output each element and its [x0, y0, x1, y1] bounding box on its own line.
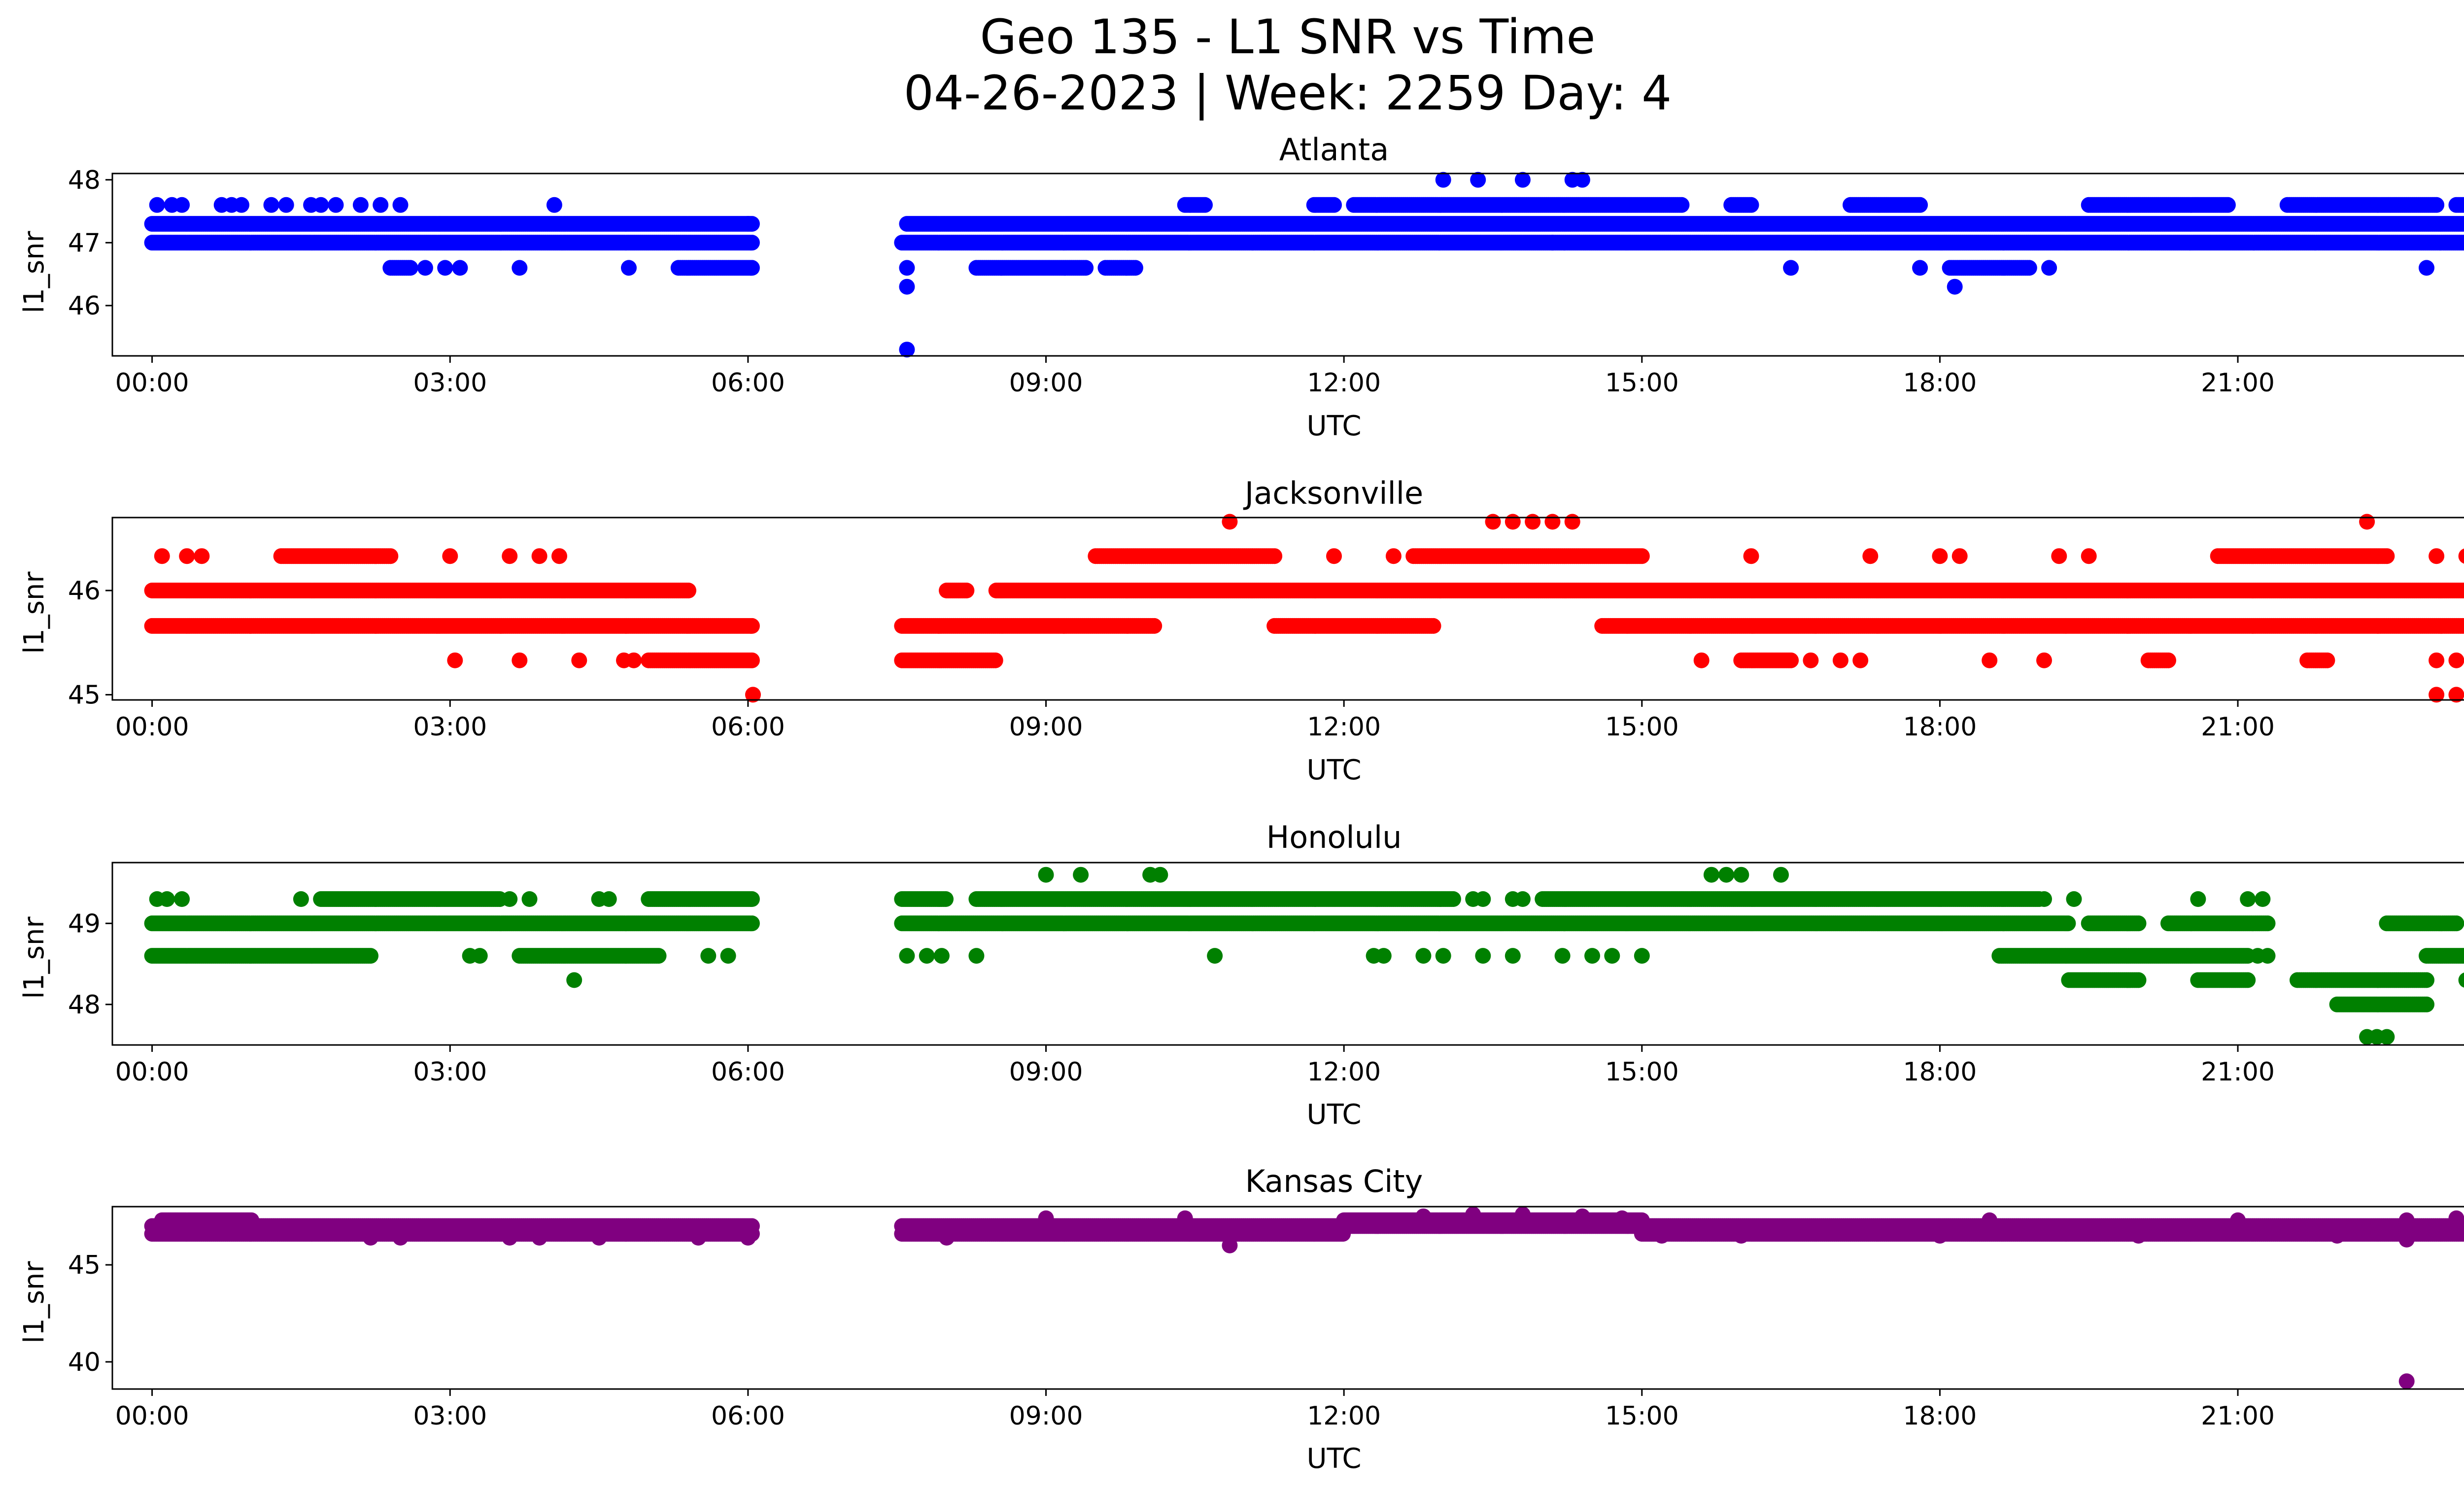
y-axis-label: l1_snr	[18, 231, 50, 313]
data-point	[417, 260, 433, 276]
subplot-atlanta: Atlanta 00:00 03:00 06:00 09:00 12:00 15:00 18…	[18, 132, 2464, 442]
data-point	[1470, 172, 1486, 188]
subplot-title: Atlanta	[1279, 132, 1389, 168]
x-tick-label: 03:00	[413, 368, 487, 398]
data-point	[512, 260, 528, 276]
data-points	[144, 172, 2464, 358]
data-point	[1912, 197, 1928, 213]
subplot-title: Jacksonville	[1243, 475, 1423, 511]
data-point	[402, 260, 418, 276]
y-tick-label: 48	[68, 166, 101, 195]
data-point	[2220, 197, 2236, 213]
data-point	[1197, 197, 1213, 213]
x-tick-label: 15:00	[1605, 368, 1679, 398]
data-point	[263, 197, 279, 213]
data-point	[2461, 237, 2464, 249]
data-point	[1425, 618, 1441, 634]
y-tick-label: 46	[68, 291, 101, 321]
data-point	[2462, 586, 2464, 595]
data-point	[744, 235, 760, 251]
data-point	[437, 260, 453, 276]
x-axis-label: UTC	[1306, 410, 1361, 442]
data-point	[1947, 278, 1963, 295]
data-point	[1435, 172, 1451, 188]
data-points	[144, 514, 2464, 703]
data-point	[1674, 197, 1690, 213]
data-point	[174, 197, 190, 213]
data-point	[2419, 260, 2434, 276]
data-point	[1574, 172, 1590, 188]
subplot-jacksonville: Jacksonville 00:00 03:00 06:00 09:00 12:00 15…	[18, 475, 2464, 786]
figure-title: Geo 135 - L1 SNR vs Time	[980, 9, 1596, 65]
data-point	[373, 197, 389, 213]
data-point	[621, 260, 637, 276]
data-point	[382, 548, 399, 564]
data-point	[2462, 219, 2464, 229]
x-tick-label: 21:00	[2201, 368, 2275, 398]
data-point	[452, 260, 468, 276]
data-point	[1783, 260, 1799, 276]
plot-area: 00:00 03:00 06:00 09:00 12:00 15:00 18:00 21:00…	[68, 514, 2464, 742]
data-point	[2021, 260, 2037, 276]
data-point	[1912, 260, 1928, 276]
data-point	[2460, 217, 2464, 231]
data-point	[1146, 618, 1163, 634]
axes-frame	[111, 173, 2464, 357]
x-tick-label: 18:00	[1903, 368, 1977, 398]
data-point	[958, 583, 975, 598]
data-point	[2462, 621, 2464, 631]
data-point	[2462, 200, 2464, 210]
data-point	[2460, 198, 2464, 212]
data-point	[546, 197, 562, 213]
data-point	[392, 197, 409, 213]
data-point	[149, 197, 165, 213]
data-point	[2041, 260, 2057, 276]
x-tick-label: 00:00	[115, 368, 189, 398]
data-point	[328, 197, 344, 213]
x-tick-label: 12:00	[1307, 368, 1381, 398]
data-point	[1544, 235, 1561, 251]
plot-area: 00:00 03:00 06:00 09:00 12:00 15:00 18:00 21:00…	[68, 166, 2464, 398]
data-point	[2460, 619, 2464, 633]
data-point	[744, 618, 760, 634]
figure-subtitle: 04-26-2023 | Week: 2259 Day: 4	[904, 66, 1672, 121]
data-point	[740, 216, 756, 232]
data-point	[313, 197, 329, 213]
x-tick-label: 09:00	[1009, 368, 1083, 398]
data-point	[1743, 197, 1759, 213]
data-point	[278, 197, 294, 213]
data-point	[352, 197, 369, 213]
data-point	[744, 260, 760, 276]
data-point	[234, 197, 249, 213]
data-point	[899, 342, 915, 358]
y-tick-label: 47	[68, 228, 101, 258]
data-point	[1514, 172, 1531, 188]
x-tick-label: 06:00	[711, 368, 785, 398]
data-point	[681, 583, 696, 598]
data-point	[2429, 197, 2445, 213]
data-point	[2460, 584, 2464, 597]
data-point	[899, 278, 915, 295]
data-point	[1326, 197, 1342, 213]
data-point	[1127, 260, 1143, 276]
data-point	[1078, 260, 1094, 276]
data-point	[899, 260, 915, 276]
